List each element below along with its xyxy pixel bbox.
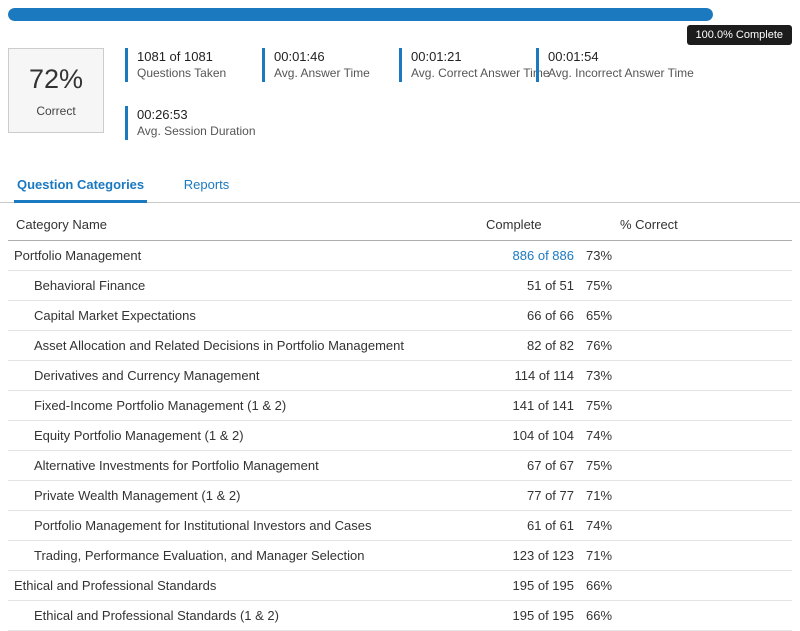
category-complete-cell: 77 of 77	[480, 481, 580, 511]
category-table-body: Portfolio Management 886 of 886 73% Beha…	[8, 241, 792, 631]
category-complete-cell[interactable]: 886 of 886	[480, 241, 580, 271]
category-percent-correct-cell: 66%	[580, 601, 792, 631]
category-complete-cell: 67 of 67	[480, 451, 580, 481]
category-percent-correct-cell: 74%	[580, 421, 792, 451]
stat-avg-correct-answer-time: 00:01:21 Avg. Correct Answer Time	[399, 48, 536, 82]
progress-tooltip: 100.0% Complete	[687, 25, 792, 45]
category-complete-cell: 114 of 114	[480, 361, 580, 391]
category-table: Category Name Complete % Correct Portfol…	[8, 209, 792, 631]
stat-value: 00:01:46	[274, 48, 399, 65]
category-name-cell: Private Wealth Management (1 & 2)	[8, 481, 480, 511]
category-complete-cell: 51 of 51	[480, 271, 580, 301]
tab-question-categories[interactable]: Question Categories	[14, 168, 147, 203]
table-row[interactable]: Asset Allocation and Related Decisions i…	[8, 331, 792, 361]
category-complete-cell: 123 of 123	[480, 541, 580, 571]
stat-value: 00:26:53	[137, 106, 262, 123]
category-complete-cell: 141 of 141	[480, 391, 580, 421]
table-row[interactable]: Portfolio Management 886 of 886 73%	[8, 241, 792, 271]
table-row[interactable]: Capital Market Expectations 66 of 66 65%	[8, 301, 792, 331]
category-percent-correct-cell: 76%	[580, 331, 792, 361]
category-complete-cell: 195 of 195	[480, 601, 580, 631]
score-box: 72% Correct	[8, 48, 104, 133]
category-name-cell: Asset Allocation and Related Decisions i…	[8, 331, 480, 361]
stat-label: Avg. Answer Time	[274, 65, 399, 81]
stats-section: 72% Correct 1081 of 1081 Questions Taken…	[0, 44, 800, 164]
category-name-cell: Derivatives and Currency Management	[8, 361, 480, 391]
table-row[interactable]: Behavioral Finance 51 of 51 75%	[8, 271, 792, 301]
header-percent-correct: % Correct	[580, 209, 792, 241]
category-complete-cell: 104 of 104	[480, 421, 580, 451]
category-name-cell: Behavioral Finance	[8, 271, 480, 301]
category-name-cell: Portfolio Management for Institutional I…	[8, 511, 480, 541]
category-percent-correct-cell: 74%	[580, 511, 792, 541]
stat-label: Avg. Incorrect Answer Time	[548, 65, 673, 81]
category-name-cell: Ethical and Professional Standards (1 & …	[8, 601, 480, 631]
category-percent-correct-cell: 73%	[580, 241, 792, 271]
category-complete-cell: 66 of 66	[480, 301, 580, 331]
category-name-cell: Ethical and Professional Standards	[8, 571, 480, 601]
stat-label: Avg. Session Duration	[137, 123, 262, 139]
progress-bar	[8, 8, 713, 21]
table-row[interactable]: Private Wealth Management (1 & 2) 77 of …	[8, 481, 792, 511]
table-row[interactable]: Alternative Investments for Portfolio Ma…	[8, 451, 792, 481]
stat-questions-taken: 1081 of 1081 Questions Taken	[125, 48, 262, 82]
category-complete-cell: 195 of 195	[480, 571, 580, 601]
stat-value: 00:01:21	[411, 48, 536, 65]
performance-dashboard: 100.0% Complete 72% Correct 1081 of 1081…	[0, 0, 800, 566]
stat-grid: 1081 of 1081 Questions Taken 00:01:46 Av…	[125, 48, 673, 164]
category-percent-correct-cell: 75%	[580, 271, 792, 301]
stat-avg-incorrect-answer-time: 00:01:54 Avg. Incorrect Answer Time	[536, 48, 673, 82]
tab-reports[interactable]: Reports	[181, 168, 233, 200]
category-percent-correct-cell: 65%	[580, 301, 792, 331]
category-name-cell: Alternative Investments for Portfolio Ma…	[8, 451, 480, 481]
stat-avg-answer-time: 00:01:46 Avg. Answer Time	[262, 48, 399, 82]
table-row[interactable]: Ethical and Professional Standards (1 & …	[8, 601, 792, 631]
tab-bar: Question Categories Reports	[0, 167, 800, 203]
header-category-name: Category Name	[8, 209, 480, 241]
category-complete-cell: 82 of 82	[480, 331, 580, 361]
table-row[interactable]: Ethical and Professional Standards 195 o…	[8, 571, 792, 601]
category-name-cell: Portfolio Management	[8, 241, 480, 271]
score-value: 72%	[29, 64, 83, 95]
table-header-row: Category Name Complete % Correct	[8, 209, 792, 241]
stat-label: Avg. Correct Answer Time	[411, 65, 536, 81]
category-name-cell: Capital Market Expectations	[8, 301, 480, 331]
category-name-cell: Trading, Performance Evaluation, and Man…	[8, 541, 480, 571]
table-row[interactable]: Equity Portfolio Management (1 & 2) 104 …	[8, 421, 792, 451]
progress-bar-fill	[8, 8, 713, 21]
category-percent-correct-cell: 71%	[580, 481, 792, 511]
category-name-cell: Equity Portfolio Management (1 & 2)	[8, 421, 480, 451]
header-complete: Complete	[480, 209, 580, 241]
stat-value: 1081 of 1081	[137, 48, 262, 65]
category-complete-cell: 61 of 61	[480, 511, 580, 541]
category-percent-correct-cell: 75%	[580, 391, 792, 421]
stat-avg-session-duration: 00:26:53 Avg. Session Duration	[125, 106, 262, 140]
progress-section: 100.0% Complete	[0, 0, 800, 44]
stat-label: Questions Taken	[137, 65, 262, 81]
category-percent-correct-cell: 66%	[580, 571, 792, 601]
stat-value: 00:01:54	[548, 48, 673, 65]
category-percent-correct-cell: 75%	[580, 451, 792, 481]
table-row[interactable]: Portfolio Management for Institutional I…	[8, 511, 792, 541]
table-row[interactable]: Trading, Performance Evaluation, and Man…	[8, 541, 792, 571]
table-row[interactable]: Derivatives and Currency Management 114 …	[8, 361, 792, 391]
score-label: Correct	[36, 104, 75, 118]
category-percent-correct-cell: 73%	[580, 361, 792, 391]
table-row[interactable]: Fixed-Income Portfolio Management (1 & 2…	[8, 391, 792, 421]
category-name-cell: Fixed-Income Portfolio Management (1 & 2…	[8, 391, 480, 421]
category-percent-correct-cell: 71%	[580, 541, 792, 571]
